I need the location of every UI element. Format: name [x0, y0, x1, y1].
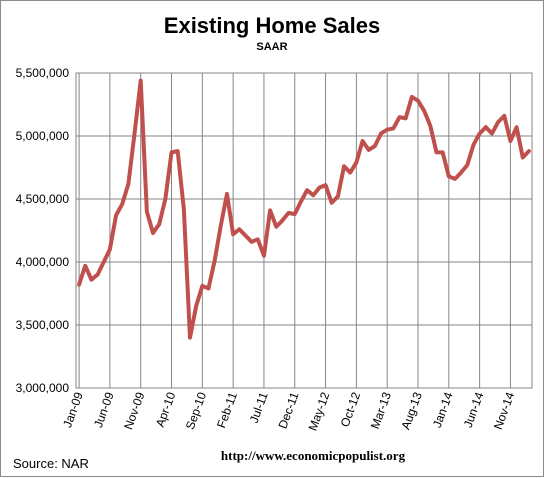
website-url: http://www.economicpopulist.org — [221, 448, 406, 463]
x-tick-label: Jun-14 — [461, 390, 487, 430]
x-tick-label: Jan-09 — [60, 390, 86, 430]
y-axis-ticks: 3,000,000 3,500,000 4,000,000 4,500,000 5,00… — [16, 66, 70, 395]
x-tick-label: May-12 — [306, 390, 333, 433]
x-tick-label: Nov-09 — [121, 390, 147, 431]
chart-subtitle: SAAR — [256, 41, 287, 53]
y-tick-label: 3,000,000 — [16, 381, 70, 395]
plot-area-border — [75, 72, 533, 389]
y-tick-label: 4,000,000 — [16, 255, 70, 269]
chart-title: Existing Home Sales — [164, 13, 380, 38]
x-axis-ticks: Jan-09 Jun-09 Nov-09 Apr-10 Sep-10 Feb-11 Jul-… — [60, 390, 517, 433]
x-tick-label: Jan-14 — [430, 390, 456, 430]
x-tick-label: Aug-13 — [398, 390, 425, 431]
series-layer — [77, 78, 531, 340]
x-tick-label: Dec-11 — [275, 390, 301, 431]
x-tick-label: Mar-13 — [368, 390, 394, 431]
x-tick-label: Oct-12 — [338, 390, 364, 429]
x-tick-label: Sep-10 — [183, 390, 210, 431]
gridlines — [75, 72, 533, 389]
y-tick-label: 3,500,000 — [16, 318, 70, 332]
existing-home-sales-line — [77, 78, 531, 340]
x-tick-label: Feb-11 — [214, 390, 240, 430]
x-tick-label: Jun-09 — [91, 390, 117, 430]
y-tick-label: 5,500,000 — [16, 66, 70, 80]
y-tick-label: 4,500,000 — [16, 192, 70, 206]
y-tick-label: 5,000,000 — [16, 129, 70, 143]
x-tick-label: Apr-10 — [153, 390, 179, 429]
source-note: Source: NAR — [13, 456, 89, 471]
x-tick-label: Nov-14 — [491, 390, 517, 431]
x-tick-label: Jul-11 — [247, 390, 271, 425]
